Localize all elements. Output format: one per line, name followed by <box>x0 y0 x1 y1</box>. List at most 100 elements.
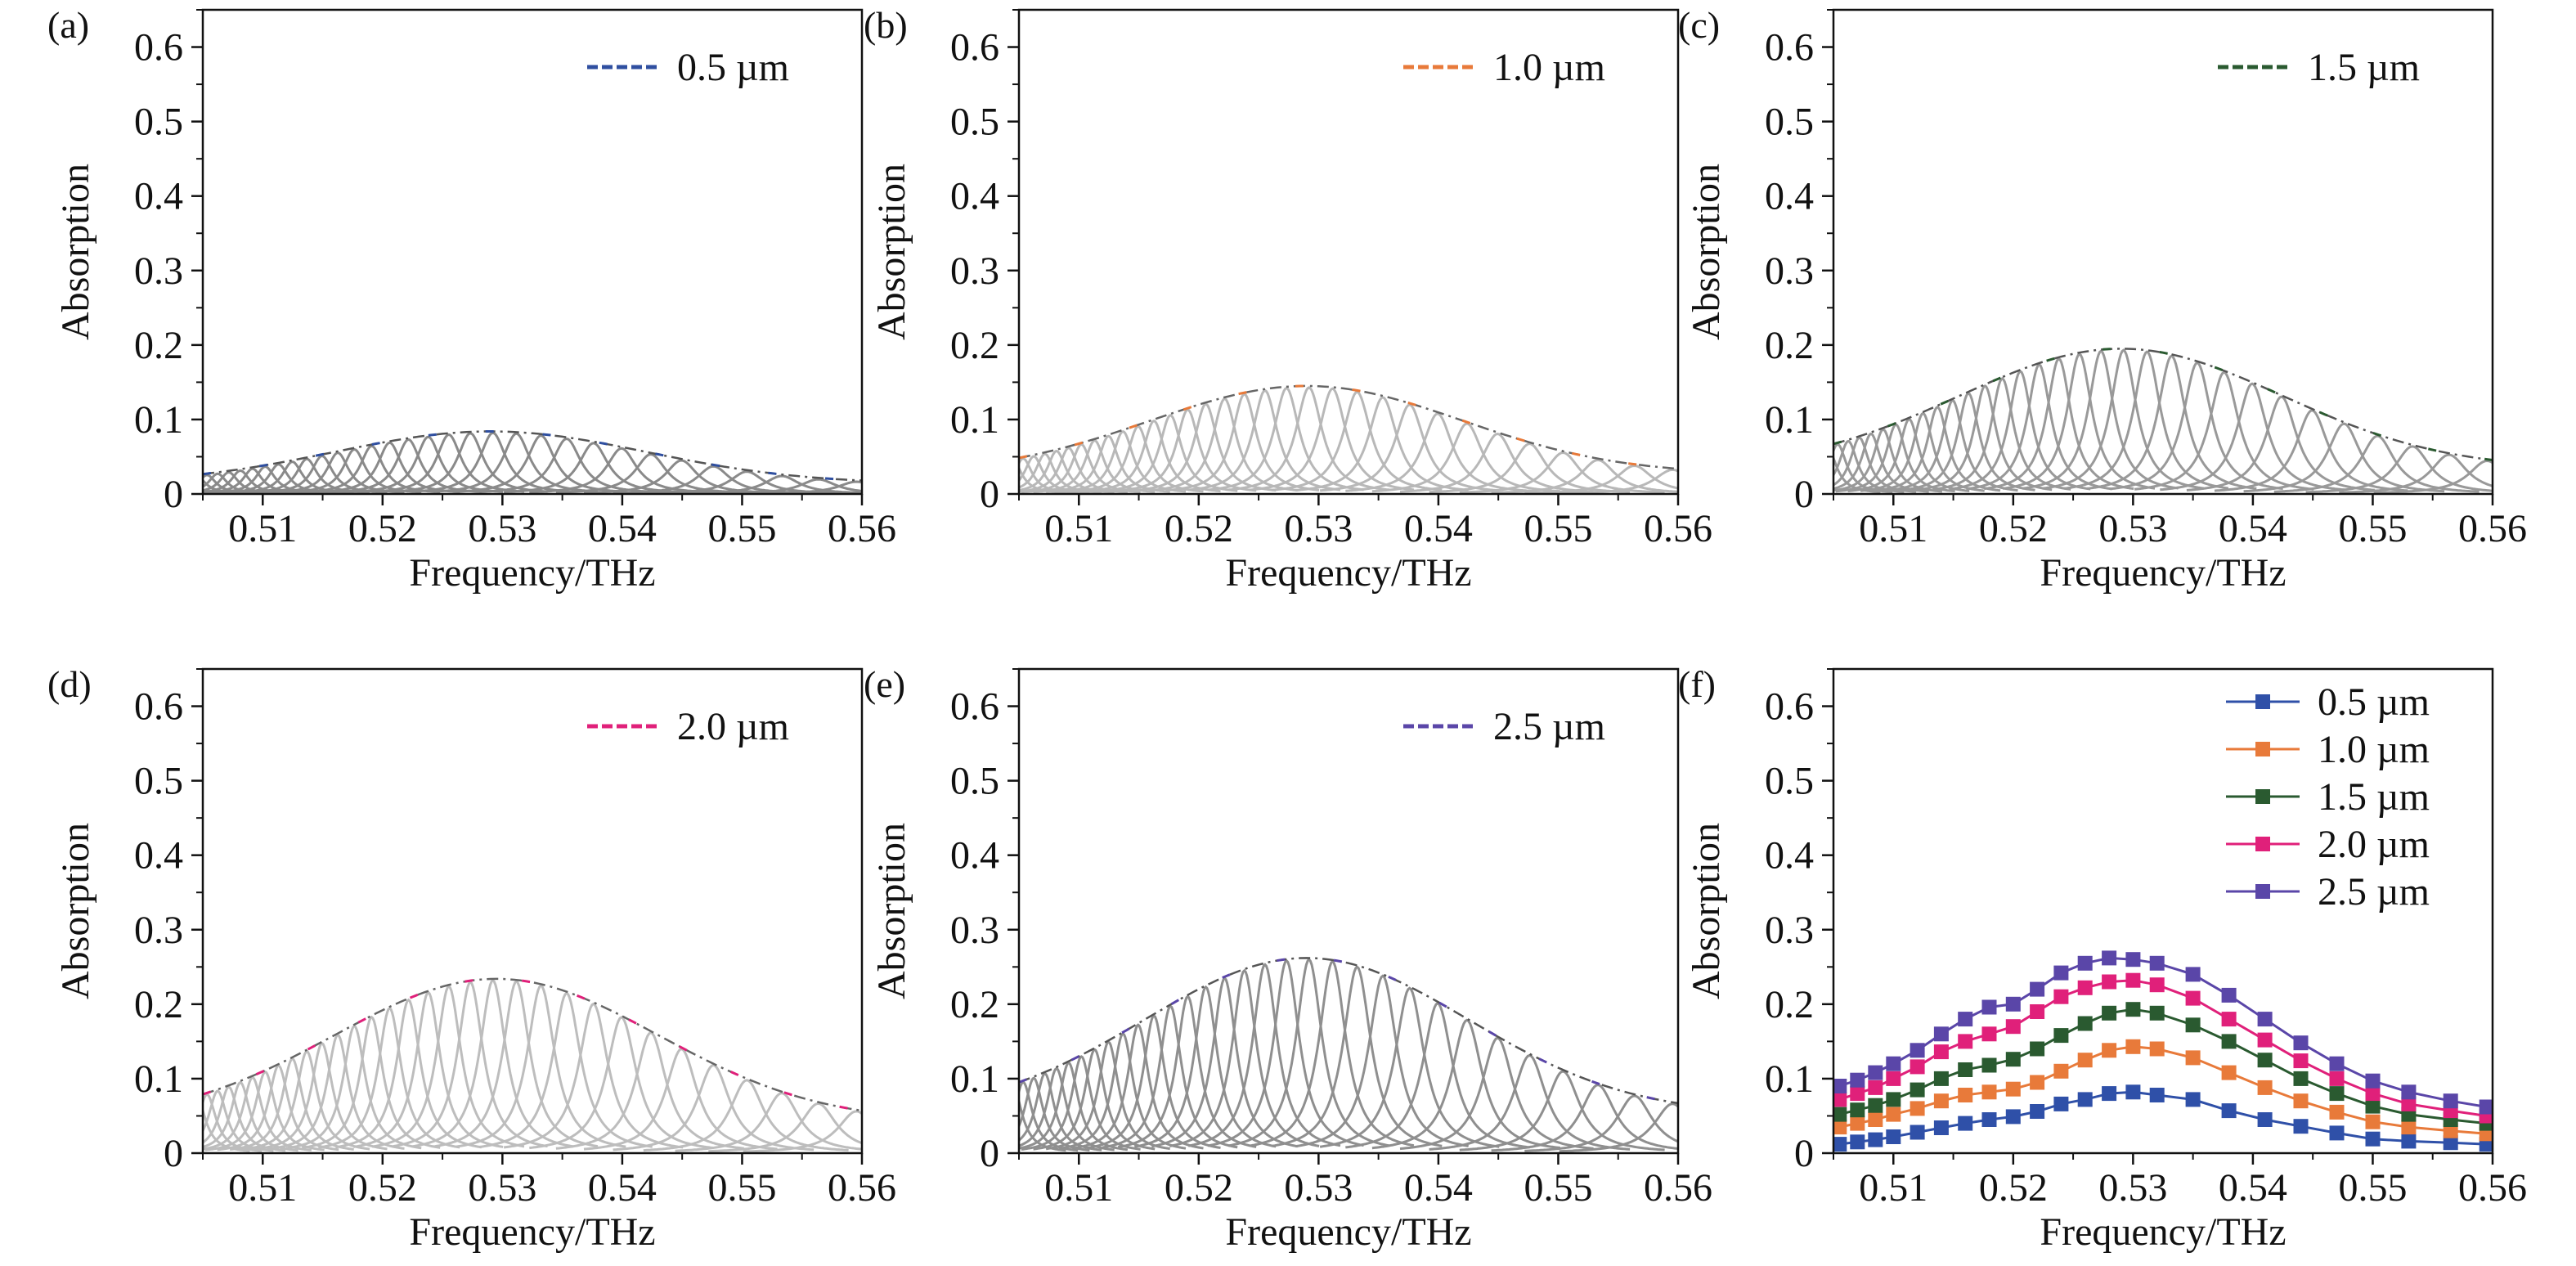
series-point <box>2077 980 2093 995</box>
y-tick-label: 0 <box>980 473 999 516</box>
x-tick-label: 0.55 <box>2338 507 2407 550</box>
envelope-accent <box>203 977 862 1112</box>
x-tick-label: 0.51 <box>1044 507 1113 550</box>
resonance-curve <box>2043 348 2205 490</box>
x-tick-label: 0.56 <box>828 1166 896 1210</box>
series-point <box>2365 1098 2381 1114</box>
series-point <box>1910 1059 1925 1075</box>
series-point <box>1886 1071 1901 1086</box>
resonance-curve <box>2160 382 2345 492</box>
series-point <box>1981 999 1997 1015</box>
y-tick-label: 0.3 <box>134 909 183 952</box>
x-tick-label: 0.53 <box>2098 507 2167 550</box>
plot-frame <box>1017 667 1680 1155</box>
series-point <box>1958 1116 1973 1131</box>
series-point <box>1850 1116 1865 1131</box>
series-point <box>1910 1101 1925 1116</box>
resonance-curve <box>1524 1094 1678 1152</box>
resonance-curve <box>1399 432 1594 493</box>
resonance-curve <box>372 433 525 493</box>
x-tick-label: 0.54 <box>1404 1166 1473 1210</box>
resonance-curve <box>583 1047 778 1151</box>
resonance-curve <box>1208 386 1364 492</box>
resonance-curve <box>302 1015 441 1150</box>
x-tick-label: 0.52 <box>1979 1166 2048 1210</box>
resonance-curve <box>271 1033 405 1150</box>
panel-c: 0 0.1 0.2 0.3 0.4 0.5 0.6 0.51 0.52 0.53 0.54 0.55 0… <box>1678 4 2527 595</box>
series-point <box>2293 1119 2309 1134</box>
y-tick-label: 0.4 <box>950 175 999 218</box>
series-point <box>1981 1112 1997 1127</box>
series-point <box>2329 1125 2345 1141</box>
series-point <box>2030 1004 2045 1019</box>
series-point <box>1868 1065 1883 1080</box>
series-point <box>2293 1093 2309 1109</box>
series-point <box>2125 972 2141 988</box>
series-point <box>2102 974 2117 990</box>
plot-area <box>203 430 862 494</box>
series-point <box>2365 1114 2381 1129</box>
y-tick-label: 0.3 <box>950 249 999 293</box>
x-tick-label: 0.53 <box>1284 1166 1353 1210</box>
resonance-curve <box>1371 1018 1560 1150</box>
resonance-curve <box>503 1002 684 1149</box>
series-point <box>1833 1092 1847 1107</box>
resonance-curve <box>584 459 778 494</box>
resonance-curve <box>2339 453 2493 494</box>
y-tick-label: 0.5 <box>1765 101 1814 144</box>
panel-tag: (a) <box>47 4 89 46</box>
x-tick-label: 0.53 <box>468 1166 536 1210</box>
y-tick-label: 0.1 <box>950 1057 999 1101</box>
x-tick-label: 0.51 <box>228 1166 297 1210</box>
resonance-curve <box>1984 357 2134 491</box>
resonance-curve <box>1207 958 1364 1147</box>
envelope-curve <box>1019 384 1678 470</box>
y-tick-label: 0.2 <box>134 983 183 1026</box>
series-point <box>2053 989 2069 1004</box>
x-tick-label: 0.53 <box>468 507 536 550</box>
x-tick-label: 0.52 <box>1979 507 2048 550</box>
series-point <box>2149 955 2165 971</box>
resonance-curve <box>613 465 815 494</box>
series-point <box>1933 1026 1949 1042</box>
resonance-curve <box>411 978 574 1148</box>
y-tick-label: 0 <box>1794 1132 1814 1175</box>
panel-tag: (f) <box>1678 663 1716 705</box>
legend-marker <box>2255 837 2270 851</box>
resonance-curve <box>1227 958 1390 1147</box>
series-point <box>1833 1137 1847 1152</box>
y-tick-label: 0.5 <box>134 101 183 144</box>
plot-area <box>1833 950 2493 1152</box>
resonance-curve <box>1187 963 1341 1147</box>
series-point <box>1886 1092 1901 1107</box>
resonance-curve <box>1169 393 1320 492</box>
series-point <box>2479 1099 2493 1115</box>
plot-frame <box>1832 8 2494 496</box>
resonance-curve <box>1932 377 2071 492</box>
resonance-curve <box>529 447 714 494</box>
resonance-curve <box>1345 412 1530 492</box>
legend-marker <box>2255 884 2270 899</box>
x-tick-label: 0.51 <box>228 507 297 550</box>
series-point <box>2401 1134 2417 1149</box>
y-axis-label: Absorption <box>870 823 913 999</box>
resonance-curve <box>529 1016 714 1150</box>
resonance-curve <box>1429 442 1631 494</box>
series-point <box>2053 1028 2069 1044</box>
series-point <box>1981 1026 1997 1042</box>
series-point <box>2443 1123 2458 1138</box>
series-point <box>1933 1071 1949 1086</box>
panel-tag: (b) <box>864 4 908 46</box>
x-axis-label: Frequency/THz <box>1225 551 1471 595</box>
x-tick-label: 0.55 <box>1524 1166 1592 1210</box>
envelope-accent <box>1833 347 2493 461</box>
y-tick-label: 0.2 <box>950 983 999 1026</box>
series-point <box>2005 1019 2021 1035</box>
series-point <box>2221 1065 2237 1080</box>
resonance-curve <box>643 1079 849 1152</box>
plot-frame <box>1832 667 2494 1155</box>
series-point <box>1958 1088 1973 1102</box>
resonance-curve <box>1102 1004 1238 1149</box>
x-axis-label: Frequency/THz <box>1225 1210 1471 1254</box>
series-point <box>1868 1098 1883 1113</box>
